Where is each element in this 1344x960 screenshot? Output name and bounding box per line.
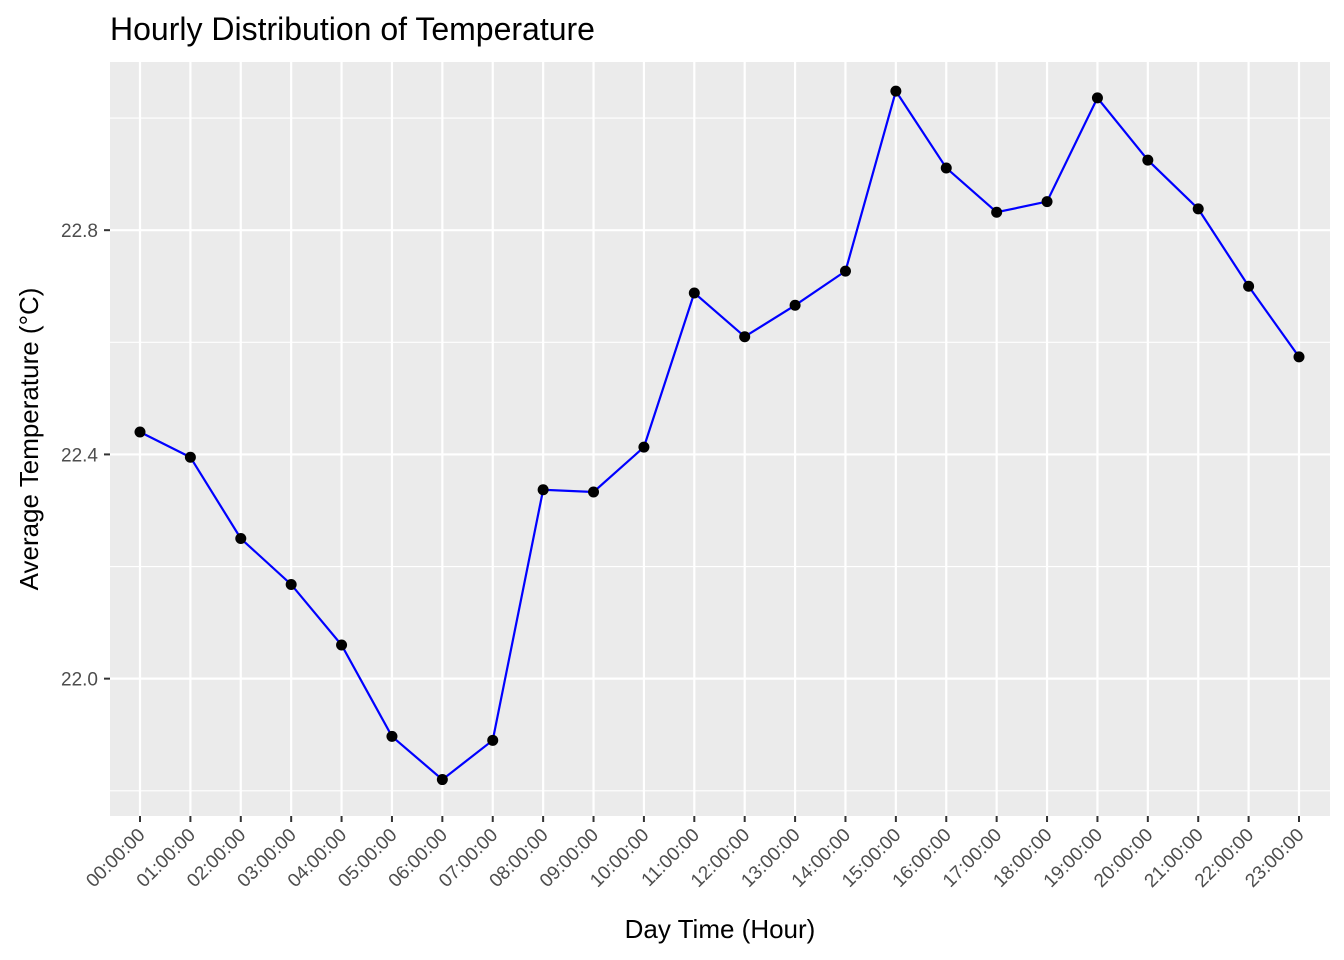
data-point (134, 426, 146, 438)
data-point (1091, 92, 1103, 104)
data-point (890, 85, 902, 97)
data-point (789, 299, 801, 311)
data-point (1041, 196, 1053, 208)
data-point (1192, 203, 1204, 215)
data-point (336, 639, 348, 651)
data-point (739, 331, 751, 343)
data-point (537, 484, 549, 496)
data-point (940, 162, 952, 174)
data-point (487, 734, 499, 746)
y-axis: 22.0 22.4 22.8 (61, 221, 110, 691)
data-point (184, 451, 196, 463)
data-point (588, 486, 600, 498)
data-point (688, 287, 700, 299)
chart-title: Hourly Distribution of Temperature (110, 11, 595, 47)
major-gridlines (110, 62, 1330, 816)
data-point (436, 774, 448, 786)
y-tick-label: 22.8 (61, 221, 98, 242)
series-line (139, 88, 1300, 781)
y-tick-label: 22.4 (61, 445, 98, 466)
data-point (1243, 280, 1255, 292)
series-points (134, 85, 1305, 786)
data-point (839, 265, 851, 277)
data-point (386, 730, 398, 742)
y-axis-title: Average Temperature (°C) (14, 288, 44, 591)
minor-gridlines (110, 117, 1330, 792)
data-point (285, 578, 297, 590)
x-axis: 00:00:0001:00:0002:00:0003:00:0004:00:00… (82, 816, 1309, 892)
data-point (991, 206, 1003, 218)
y-tick-label: 22.0 (61, 670, 98, 691)
data-point (1142, 154, 1154, 166)
data-point (235, 533, 247, 545)
x-axis-title: Day Time (Hour) (625, 914, 816, 944)
data-point (1293, 351, 1305, 363)
plot-panel (110, 62, 1330, 816)
data-point (638, 441, 650, 453)
